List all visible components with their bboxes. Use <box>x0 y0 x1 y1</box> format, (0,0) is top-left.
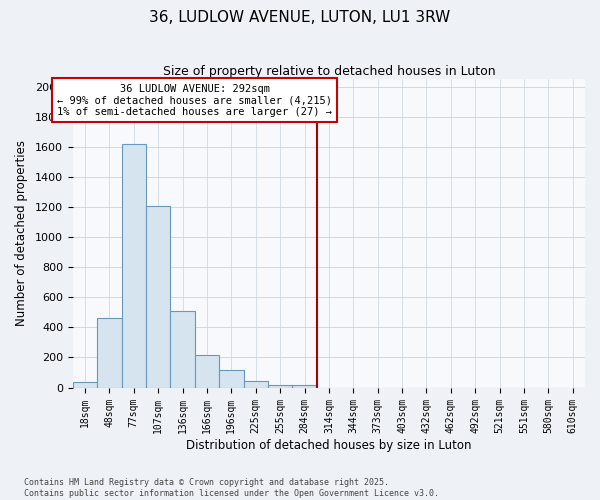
Bar <box>244 381 268 388</box>
Text: Contains HM Land Registry data © Crown copyright and database right 2025.
Contai: Contains HM Land Registry data © Crown c… <box>24 478 439 498</box>
Bar <box>146 206 170 388</box>
Bar <box>122 144 146 388</box>
Text: 36 LUDLOW AVENUE: 292sqm
← 99% of detached houses are smaller (4,215)
1% of semi: 36 LUDLOW AVENUE: 292sqm ← 99% of detach… <box>57 84 332 117</box>
Bar <box>73 382 97 388</box>
Title: Size of property relative to detached houses in Luton: Size of property relative to detached ho… <box>163 65 495 78</box>
Bar <box>97 318 122 388</box>
X-axis label: Distribution of detached houses by size in Luton: Distribution of detached houses by size … <box>186 440 472 452</box>
Bar <box>292 386 317 388</box>
Text: 36, LUDLOW AVENUE, LUTON, LU1 3RW: 36, LUDLOW AVENUE, LUTON, LU1 3RW <box>149 10 451 25</box>
Bar <box>195 355 219 388</box>
Y-axis label: Number of detached properties: Number of detached properties <box>15 140 28 326</box>
Bar <box>170 311 195 388</box>
Bar <box>268 384 292 388</box>
Bar <box>219 370 244 388</box>
